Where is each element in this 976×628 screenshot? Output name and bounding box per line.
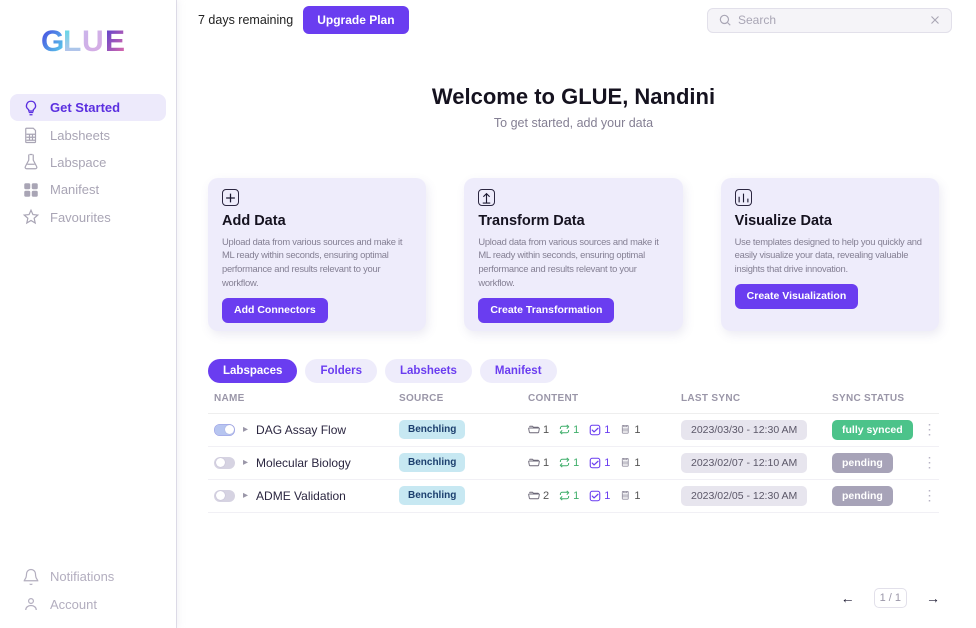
svg-text:U: U (82, 27, 105, 57)
svg-text:L: L (63, 27, 82, 57)
svg-text:G: G (41, 27, 65, 57)
svg-text:E: E (105, 27, 126, 57)
